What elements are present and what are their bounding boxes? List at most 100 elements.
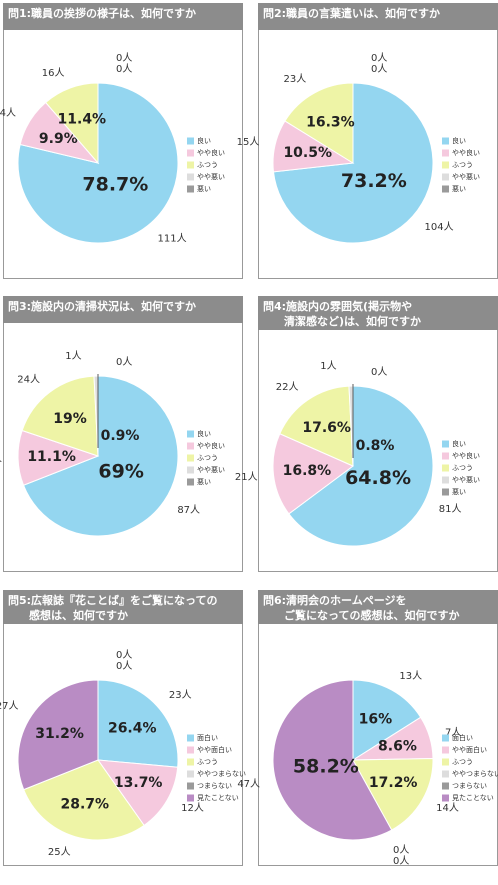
chart-panel: 問3:施設内の清掃状況は、如何ですか 87人 69% 14人 11.1% 24人 19% 1人… xyxy=(0,296,243,572)
legend-label: やや悪い xyxy=(197,173,225,181)
legend-label: やや面白い xyxy=(452,745,487,754)
legend-swatch xyxy=(442,464,449,472)
pie-slice xyxy=(272,433,354,515)
count-label: 21人 xyxy=(235,471,258,483)
legend-swatch xyxy=(442,440,449,448)
count-label: 7人 xyxy=(445,726,461,738)
legend-swatch xyxy=(187,430,194,438)
count-label: 22人 xyxy=(276,381,299,393)
legend-swatch xyxy=(187,454,194,462)
legend-label: やや良い xyxy=(452,451,480,460)
legend-label: つまらない xyxy=(452,782,487,790)
legend-swatch xyxy=(442,746,449,754)
count-label: 23人 xyxy=(283,73,306,85)
legend-swatch xyxy=(187,466,194,474)
legend-label: 悪い xyxy=(197,185,211,193)
count-label: 23人 xyxy=(169,689,192,701)
count-label: 1人 xyxy=(320,360,336,372)
count-label: 12人 xyxy=(181,802,204,814)
count-label: 0人 xyxy=(116,52,132,64)
percent-label: 11.1% xyxy=(27,449,76,465)
percent-label: 73.2% xyxy=(341,170,407,192)
chart-title: 問2:職員の言葉遣いは、如何ですか xyxy=(263,6,440,20)
chart-panel: 問1:職員の挨拶の様子は、如何ですか 111人 78.7% 14人 9.9% 16人 11.… xyxy=(0,3,243,279)
pie-slice xyxy=(288,385,434,547)
legend-label: 良い xyxy=(452,136,466,145)
count-label: 25人 xyxy=(48,846,71,858)
count-label: 14人 xyxy=(436,802,459,814)
legend-swatch xyxy=(187,137,194,145)
legend-label: 良い xyxy=(452,439,466,448)
legend-label: ふつう xyxy=(197,758,218,766)
count-label: 0人 xyxy=(371,52,387,64)
count-label: 0人 xyxy=(116,63,132,75)
pie-slice xyxy=(352,679,422,761)
percent-label: 8.6% xyxy=(378,739,417,755)
legend-swatch xyxy=(442,149,449,157)
legend-swatch xyxy=(442,173,449,181)
count-label: 27人 xyxy=(0,700,19,712)
title-bar xyxy=(3,3,243,30)
count-label: 47人 xyxy=(237,778,260,790)
legend-label: 見たことない xyxy=(197,794,239,802)
legend-label: ふつう xyxy=(452,464,473,472)
legend-label: ふつう xyxy=(197,161,218,169)
legend-swatch xyxy=(187,161,194,169)
legend-label: やや悪い xyxy=(452,173,480,181)
legend-label: 面白い xyxy=(452,733,473,742)
count-label: 0人 xyxy=(116,356,132,368)
title-bar xyxy=(258,590,498,624)
percent-label: 78.7% xyxy=(82,173,148,195)
legend-label: 悪い xyxy=(452,488,466,496)
legend-swatch xyxy=(187,782,194,790)
legend-label: ややつまらない xyxy=(452,770,498,778)
title-bar xyxy=(258,3,498,30)
legend-label: 良い xyxy=(197,136,211,145)
legend-swatch xyxy=(442,758,449,766)
percent-label: 11.4% xyxy=(58,112,107,128)
legend-swatch xyxy=(442,161,449,169)
legend-label: やや良い xyxy=(197,148,225,157)
legend-swatch xyxy=(442,734,449,742)
count-label: 14人 xyxy=(0,452,2,464)
legend-label: 悪い xyxy=(452,185,466,193)
pie-slice xyxy=(22,375,179,537)
percent-label: 10.5% xyxy=(283,145,332,161)
legend-swatch xyxy=(442,782,449,790)
title-bar xyxy=(258,296,498,330)
percent-label: 64.8% xyxy=(345,467,411,489)
percent-label: 9.9% xyxy=(39,131,78,147)
percent-label: 58.2% xyxy=(293,755,359,777)
title-bar xyxy=(3,590,243,624)
legend-label: ふつう xyxy=(452,161,473,169)
legend-label: 見たことない xyxy=(452,794,494,802)
percent-label: 16.3% xyxy=(306,114,355,130)
percent-label: 31.2% xyxy=(35,726,84,742)
count-label: 13人 xyxy=(399,670,422,682)
chart-title: 問6:清明会のホームページを xyxy=(263,593,407,607)
legend-swatch xyxy=(187,173,194,181)
legend-label: やや面白い xyxy=(197,745,232,754)
legend-label: やや良い xyxy=(197,441,225,450)
count-label: 1人 xyxy=(65,350,81,362)
percent-label: 17.2% xyxy=(369,775,418,791)
percent-label: 0.9% xyxy=(101,428,140,444)
pie-slice xyxy=(279,385,354,467)
count-label: 87人 xyxy=(177,504,200,516)
chart-title: 感想は、如何ですか xyxy=(29,608,128,622)
legend-label: 面白い xyxy=(197,733,218,742)
legend-label: つまらない xyxy=(197,782,232,790)
legend-swatch xyxy=(187,734,194,742)
count-label: 111人 xyxy=(157,232,186,244)
legend-label: ややつまらない xyxy=(197,770,246,778)
chart-title: 問1:職員の挨拶の様子は、如何ですか xyxy=(8,6,196,20)
count-label: 24人 xyxy=(17,373,40,385)
percent-label: 28.7% xyxy=(60,796,109,812)
legend-label: ふつう xyxy=(197,454,218,462)
count-label: 104人 xyxy=(425,221,454,233)
title-bar xyxy=(3,296,243,323)
count-label: 0人 xyxy=(116,649,132,661)
